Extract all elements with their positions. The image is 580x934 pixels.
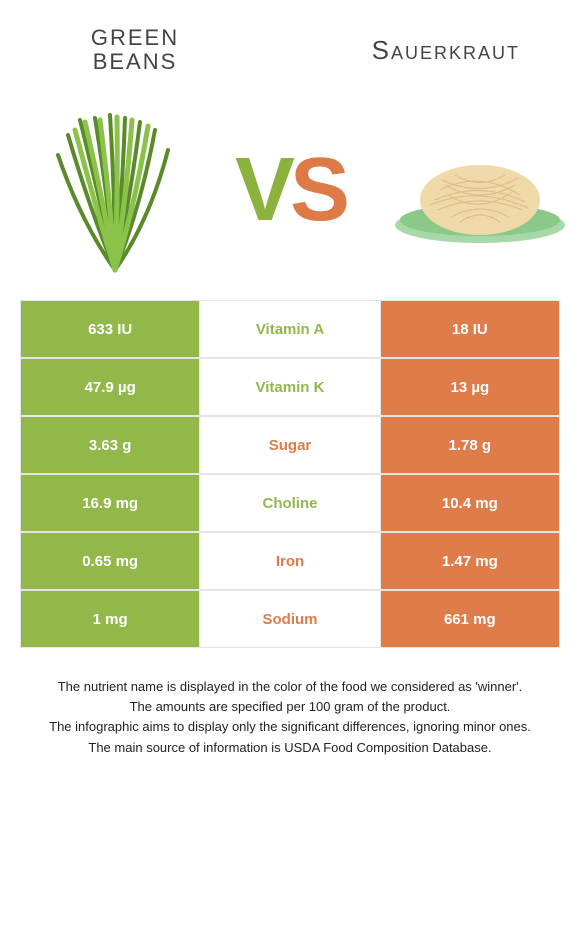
footer-line: The nutrient name is displayed in the co… (30, 678, 550, 696)
right-value: 1.78 g (380, 417, 559, 473)
vs-s: S (290, 140, 345, 240)
left-value: 0.65 mg (21, 533, 200, 589)
nutrient-label: Sugar (200, 417, 379, 473)
table-row: 3.63 gSugar1.78 g (20, 416, 560, 474)
images-row: VS (0, 80, 580, 300)
nutrient-table: 633 IUVitamin A18 IU47.9 µgVitamin K13 µ… (20, 300, 560, 648)
vs-label: VS (235, 139, 345, 242)
right-value: 1.47 mg (380, 533, 559, 589)
food-title-right: Sauerkraut (320, 35, 520, 66)
right-value: 661 mg (380, 591, 559, 647)
nutrient-label: Sodium (200, 591, 379, 647)
left-value: 47.9 µg (21, 359, 200, 415)
right-value: 13 µg (380, 359, 559, 415)
right-value: 10.4 mg (380, 475, 559, 531)
table-row: 1 mgSodium661 mg (20, 590, 560, 648)
nutrient-label: Vitamin A (200, 301, 379, 357)
nutrient-label: Vitamin K (200, 359, 379, 415)
table-row: 633 IUVitamin A18 IU (20, 300, 560, 358)
table-row: 47.9 µgVitamin K13 µg (20, 358, 560, 416)
right-value: 18 IU (380, 301, 559, 357)
table-row: 16.9 mgCholine10.4 mg (20, 474, 560, 532)
vs-v: V (235, 140, 290, 240)
table-row: 0.65 mgIron1.47 mg (20, 532, 560, 590)
footer-line: The infographic aims to display only the… (30, 718, 550, 736)
left-value: 633 IU (21, 301, 200, 357)
header: Green Beans Sauerkraut (0, 0, 580, 80)
footer-notes: The nutrient name is displayed in the co… (30, 678, 550, 759)
food-title-left: Green Beans (60, 26, 210, 74)
sauerkraut-image (390, 130, 570, 250)
green-beans-image (40, 100, 190, 280)
left-value: 3.63 g (21, 417, 200, 473)
footer-line: The main source of information is USDA F… (30, 739, 550, 757)
footer-line: The amounts are specified per 100 gram o… (30, 698, 550, 716)
left-value: 1 mg (21, 591, 200, 647)
nutrient-label: Iron (200, 533, 379, 589)
left-value: 16.9 mg (21, 475, 200, 531)
nutrient-label: Choline (200, 475, 379, 531)
